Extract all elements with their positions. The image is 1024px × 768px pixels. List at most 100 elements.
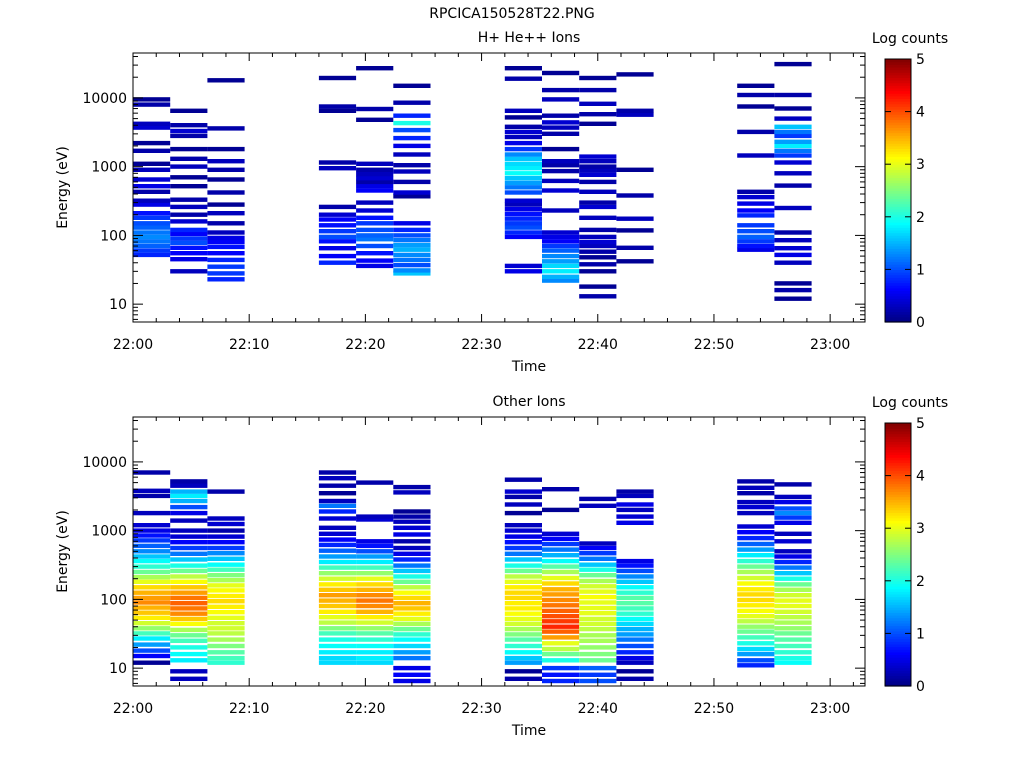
heatmap-cell [616, 563, 654, 568]
colorbar-segment [885, 235, 911, 239]
colorbar-segment [885, 193, 911, 197]
heatmap-cell [393, 626, 431, 632]
heatmap-cell [356, 655, 394, 661]
heatmap-cell [170, 557, 208, 562]
heatmap-cell [579, 154, 617, 159]
colorbar-segment [885, 282, 911, 286]
heatmap-cell [616, 108, 654, 113]
heatmap-cell [542, 168, 580, 174]
heatmap-cell [504, 545, 542, 551]
heatmap-cell [393, 632, 431, 637]
heatmap-cell [170, 479, 208, 484]
heatmap-cell [542, 234, 580, 240]
heatmap-cell [774, 281, 812, 286]
heatmap-cell [616, 590, 654, 595]
heatmap-cell [737, 485, 775, 490]
colorbar-segment [885, 651, 911, 656]
heatmap-cell [504, 632, 542, 637]
heatmap-cell [170, 483, 208, 488]
heatmap-cell [170, 146, 208, 152]
colorbar-segment [885, 77, 911, 81]
heatmap-cell [579, 633, 617, 638]
heatmap-cell [542, 278, 580, 283]
heatmap-cell [393, 268, 431, 273]
heatmap-cell [504, 528, 542, 533]
heatmap-cell [318, 525, 357, 530]
heatmap-cell [170, 212, 208, 217]
heatmap-cell [393, 190, 431, 195]
heatmap-cell [133, 558, 171, 564]
heatmap-cell [579, 172, 617, 177]
heatmap-cell [579, 589, 617, 594]
heatmap-cell [207, 126, 245, 131]
heatmap-cell [579, 239, 617, 245]
colorbar-segment [885, 607, 911, 611]
heatmap-cell [737, 247, 775, 252]
heatmap-cell [579, 616, 617, 622]
colorbar-segment [885, 98, 911, 102]
heatmap-cell [207, 604, 245, 609]
colorbar-segment [885, 520, 911, 524]
heatmap-cell [393, 551, 431, 556]
heatmap-cell [504, 66, 542, 71]
heatmap-cell [170, 510, 208, 516]
heatmap-cell [133, 493, 171, 499]
heatmap-cell [616, 574, 654, 579]
heatmap-cell [579, 567, 617, 572]
heatmap-cell [133, 140, 171, 146]
heatmap-cell [504, 563, 542, 568]
heatmap-cell [579, 164, 617, 169]
colorbar-segment [885, 538, 911, 542]
heatmap-cell [393, 135, 431, 141]
colorbar-segment [885, 274, 911, 278]
colorbar-segment [885, 496, 911, 500]
colorbar-tick-label: 0 [916, 679, 925, 695]
heatmap-cell [504, 180, 542, 186]
heatmap-cell [774, 139, 812, 144]
heatmap-cell [318, 212, 357, 217]
heatmap-cell [207, 599, 245, 604]
heatmap-cell [616, 216, 654, 221]
heatmap-cell [542, 243, 580, 249]
colorbar-segment [885, 530, 911, 535]
heatmap-cell [616, 112, 654, 117]
heatmap-cell [737, 153, 775, 158]
colorbar-segment [885, 124, 911, 128]
heatmap-cell [356, 161, 394, 166]
heatmap-cell [393, 611, 431, 616]
colorbar-label: Log counts [872, 395, 948, 411]
heatmap-cell [504, 76, 542, 81]
colorbar-segment [885, 169, 911, 173]
heatmap-cell [774, 593, 812, 598]
heatmap-cell [170, 269, 208, 274]
colorbar-segment [885, 132, 911, 136]
colorbar-segment [885, 240, 911, 244]
colorbar-segment [885, 517, 911, 521]
heatmap-cell [318, 217, 357, 222]
colorbar-tick-label: 2 [916, 210, 925, 226]
heatmap-cell [774, 539, 812, 544]
heatmap-cell [774, 655, 812, 661]
heatmap-cell [207, 621, 245, 626]
heatmap-cell [542, 597, 580, 603]
colorbar-tick-label: 1 [916, 262, 925, 278]
heatmap-cell [542, 629, 580, 634]
heatmap-cell [133, 234, 171, 240]
heatmap-cell [542, 259, 580, 264]
heatmap-cell [170, 579, 208, 584]
colorbar-segment [885, 604, 911, 608]
heatmap-cell [133, 621, 171, 626]
heatmap-cell [170, 590, 208, 595]
heatmap-cell [504, 574, 542, 579]
heatmap-cell [318, 620, 357, 625]
heatmap-cell [393, 672, 431, 677]
heatmap-cell [318, 503, 357, 508]
heatmap-cell [542, 536, 580, 541]
heatmap-cell [616, 643, 654, 649]
colorbar-segment [885, 290, 911, 294]
heatmap-cell [133, 202, 171, 207]
colorbar-segment [885, 488, 911, 492]
heatmap-cell [504, 269, 542, 274]
heatmap-cell [504, 611, 542, 616]
heatmap-cell [542, 665, 580, 671]
